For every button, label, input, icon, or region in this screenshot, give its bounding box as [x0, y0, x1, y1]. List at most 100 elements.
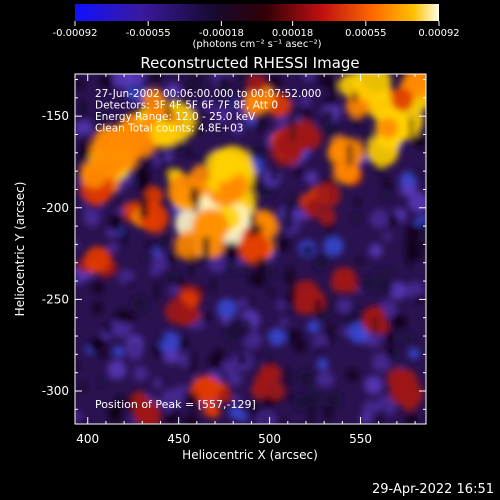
texture-dark-streak [165, 104, 171, 122]
texture-hot-spot [79, 160, 108, 189]
texture-dark-speckle [302, 108, 312, 118]
annotation-line: Clean Total counts: 4.8E+03 [95, 123, 243, 135]
texture-dark-streak [104, 323, 112, 336]
texture-dark-streak [283, 367, 290, 388]
texture-dark-speckle [285, 393, 294, 401]
texture-dark-streak [249, 212, 256, 237]
texture-speckle [408, 347, 420, 360]
texture-dark-speckle [376, 165, 386, 175]
texture-speckle [125, 278, 134, 288]
texture-speckle [345, 307, 364, 326]
texture-speckle [97, 377, 107, 387]
texture-hot-spot [338, 270, 355, 287]
texture-dark-speckle [207, 353, 222, 368]
colorbar-tick-label: -0.00018 [199, 28, 244, 39]
texture-speckle [196, 156, 207, 167]
texture-dark-speckle [177, 337, 189, 348]
texture-dark-speckle [256, 354, 263, 362]
texture-hot-spot [392, 369, 419, 395]
texture-hot-spot [150, 118, 180, 148]
texture-dark-speckle [186, 150, 194, 158]
texture-dark-streak [406, 251, 413, 268]
texture-hot-spot [246, 74, 267, 93]
texture-hot-spot [90, 126, 137, 174]
texture-dark-streak [192, 124, 197, 137]
texture-dark-speckle [354, 197, 362, 206]
colorbar-unit-label: (photons cm⁻² s⁻¹ asec⁻²) [192, 39, 321, 50]
texture-hot-spot [377, 117, 399, 139]
texture-dark-speckle [78, 418, 85, 424]
texture-dark-speckle [317, 344, 326, 352]
texture-dark-speckle [285, 330, 298, 342]
texture-speckle [132, 365, 149, 382]
texture-speckle [126, 334, 144, 353]
texture-hot-spot [318, 207, 337, 226]
timestamp: 29-Apr-2022 16:51 [372, 482, 494, 497]
texture-speckle [359, 129, 374, 144]
texture-dark-speckle [91, 280, 105, 294]
y-tick-label: -150 [42, 109, 69, 123]
texture-speckle [165, 82, 181, 98]
texture-speckle [301, 74, 316, 82]
texture-dark-speckle [278, 239, 291, 252]
texture-speckle [113, 345, 125, 358]
texture-dark-speckle [99, 350, 109, 360]
texture-dark-streak [160, 375, 165, 387]
texture-speckle [389, 281, 407, 300]
texture-dark-streak [202, 237, 210, 261]
texture-dark-speckle [116, 201, 125, 210]
texture-speckle [152, 248, 161, 257]
y-axis-label: Heliocentric Y (arcsec) [13, 182, 27, 317]
texture-speckle [160, 388, 183, 411]
texture-dark-streak [283, 210, 293, 230]
texture-speckle [107, 242, 119, 254]
y-axis: -150 -200 -250 -300 [42, 78, 426, 410]
texture-speckle [300, 374, 311, 385]
texture-hot-spot [261, 364, 279, 382]
texture-hot-spot [217, 388, 233, 404]
texture-speckle [151, 256, 168, 273]
y-tick-label: -300 [42, 384, 69, 398]
texture-speckle [279, 317, 289, 327]
texture-dark-streak [112, 413, 120, 424]
annotation-line: Detectors: 3F 4F 5F 6F 7F 8F, Att 0 [95, 100, 278, 112]
x-tick-label: 450 [167, 432, 190, 446]
texture-speckle [374, 277, 394, 296]
texture-dark-streak [142, 172, 150, 190]
colorbar-axis: -0.00092 -0.00055 -0.00018 0.00018 0.00055 0.… [53, 21, 460, 39]
texture-dark-streak [249, 401, 257, 417]
texture-dark-speckle [201, 313, 211, 323]
texture-speckle [316, 358, 329, 370]
texture-dark-speckle [354, 119, 362, 127]
texture-speckle [322, 390, 343, 410]
texture-dark-streak [263, 414, 267, 424]
texture-speckle [157, 333, 166, 343]
x-tick-label: 400 [76, 432, 99, 446]
texture-dark-streak [385, 179, 392, 189]
texture-speckle [263, 265, 278, 280]
texture-hot-spot [206, 148, 240, 183]
texture-dark-speckle [345, 368, 359, 382]
texture-dark-streak [372, 317, 378, 335]
texture-speckle [292, 208, 303, 218]
peak-position-label: Position of Peak = [557,-129] [95, 398, 256, 411]
texture-dark-speckle [110, 222, 121, 234]
texture-speckle [336, 298, 353, 314]
texture-dark-speckle [257, 279, 265, 288]
texture-speckle [241, 264, 253, 276]
texture-dark-speckle [417, 241, 426, 251]
texture-hot-spot [332, 157, 360, 185]
texture-hot-spot [366, 134, 399, 167]
texture-dark-streak [154, 282, 159, 300]
texture-dark-speckle [91, 302, 104, 314]
texture-hot-spot [390, 88, 414, 112]
colorbar-tick-label: 0.00092 [418, 28, 459, 39]
texture-speckle [316, 370, 334, 388]
image-area [75, 74, 426, 424]
texture-dark-streak [280, 416, 285, 424]
texture-dark-speckle [131, 343, 139, 351]
texture-speckle [358, 276, 375, 293]
texture-speckle [213, 105, 231, 123]
texture-dark-streak [170, 407, 179, 420]
texture-dark-speckle [175, 278, 186, 289]
